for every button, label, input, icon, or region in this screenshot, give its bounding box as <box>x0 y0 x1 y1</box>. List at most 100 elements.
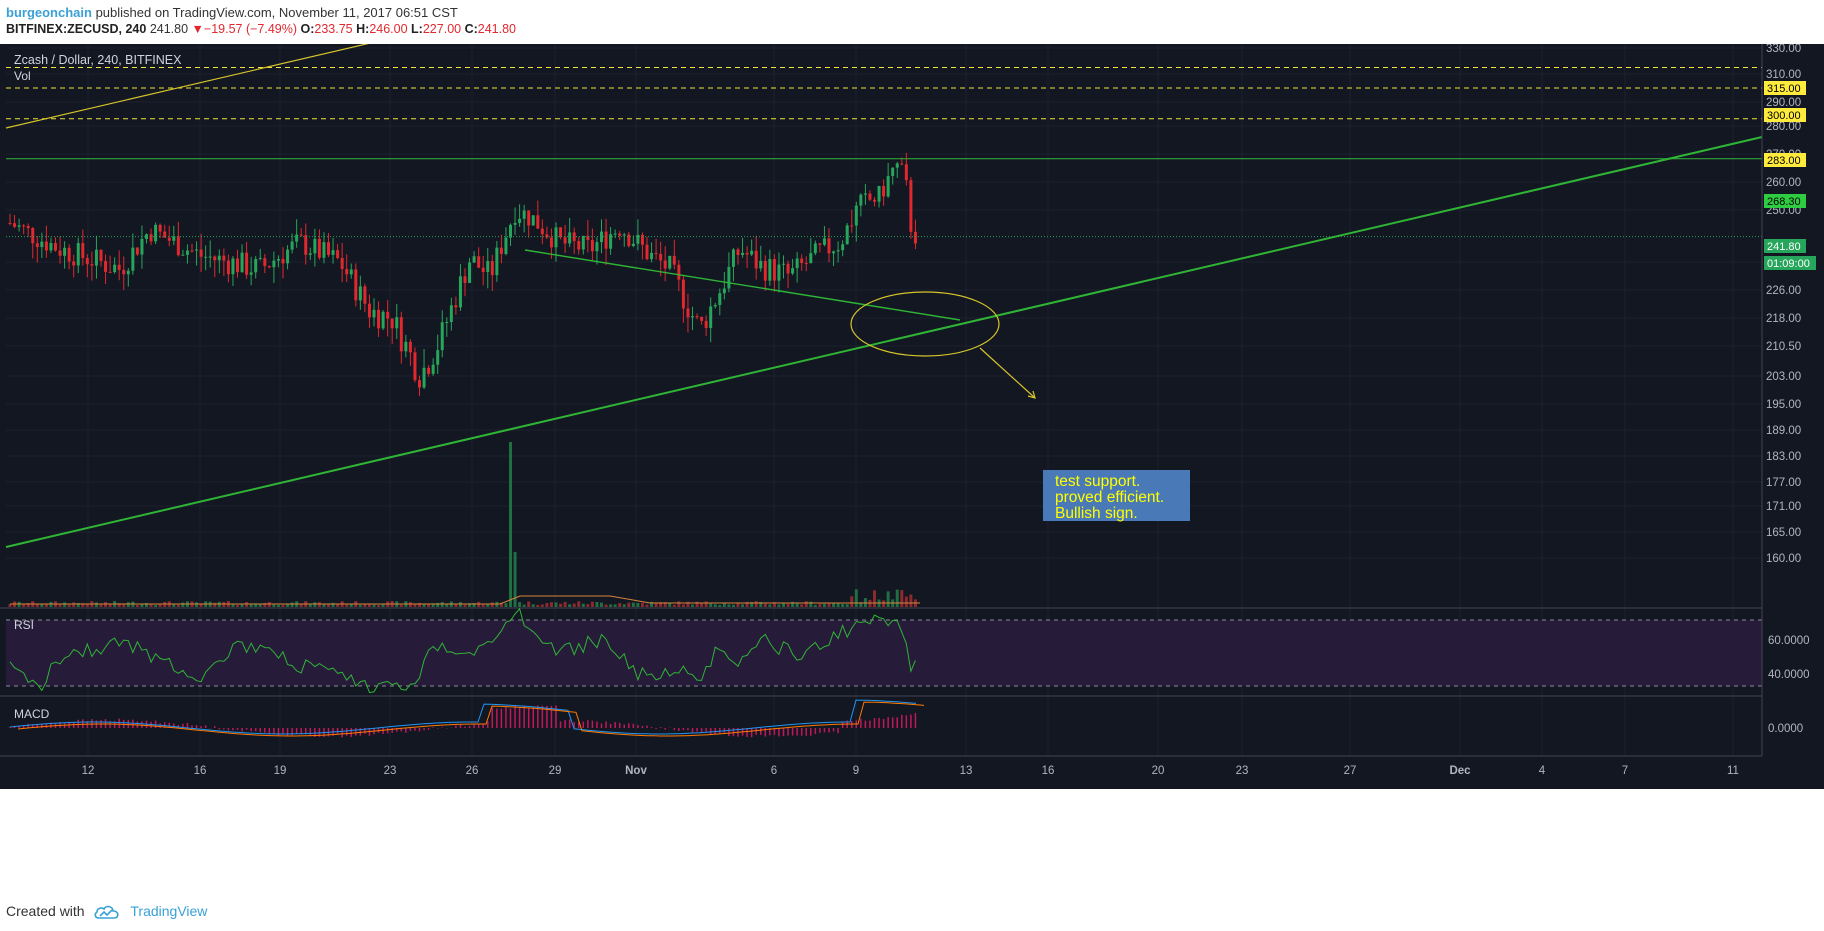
candle-body <box>891 167 895 177</box>
volume-bar <box>750 602 754 607</box>
candle-body <box>172 236 176 241</box>
volume-bar <box>554 602 558 607</box>
candle-body <box>358 286 362 301</box>
candle-body <box>504 237 508 254</box>
volume-bar <box>618 603 622 607</box>
candle-body <box>882 185 886 197</box>
date-tick-label: 6 <box>771 765 777 777</box>
candle-body <box>245 252 249 275</box>
candle-body <box>149 234 153 242</box>
candle-body <box>691 316 694 318</box>
candle-body <box>340 257 344 269</box>
date-tick-label: 16 <box>194 765 207 777</box>
annotation-box[interactable]: test support. proved efficient. Bullish … <box>1043 470 1190 522</box>
volume-bar <box>572 603 576 607</box>
volume-bar <box>886 591 890 607</box>
candle-body <box>458 276 462 308</box>
price-tick-label: 280.00 <box>1766 121 1801 133</box>
tradingview-brand-link[interactable]: TradingView <box>130 903 208 919</box>
candle-body <box>904 164 908 181</box>
candle-body <box>90 264 94 266</box>
candle-body <box>518 218 522 223</box>
volume-bar <box>372 604 376 607</box>
volume-bar <box>263 602 267 607</box>
price-tick-label: 195.00 <box>1766 399 1801 411</box>
low-label: L: <box>411 22 423 36</box>
volume-bar <box>281 604 285 607</box>
date-tick-label: Nov <box>625 765 647 777</box>
volume-bar <box>882 600 886 607</box>
date-tick-label: 29 <box>549 765 562 777</box>
price-tag <box>1764 153 1806 167</box>
volume-bar <box>181 602 185 607</box>
candle-body <box>204 256 208 258</box>
candle-body <box>481 267 485 273</box>
candle-body <box>659 253 663 261</box>
candle-body <box>845 225 849 245</box>
candle-body <box>35 243 39 248</box>
candle-body <box>167 237 171 241</box>
candle-body <box>117 264 121 270</box>
candle-body <box>527 210 531 226</box>
candle-body <box>181 254 185 256</box>
volume-bar <box>859 602 863 607</box>
candle-body <box>736 249 740 256</box>
open-value: 233.75 <box>314 22 353 36</box>
price-chart[interactable]: 330.00310.00290.00280.00270.00260.00250.… <box>0 44 1824 889</box>
price-tick-label: 260.00 <box>1766 177 1801 189</box>
candle-body <box>549 237 553 248</box>
volume-bar <box>67 604 71 607</box>
volume-bar <box>308 604 312 607</box>
volume-bar <box>832 603 836 607</box>
candle-body <box>399 317 403 352</box>
candle-body <box>427 367 431 374</box>
candle-body <box>622 234 626 236</box>
candle-body <box>49 243 53 251</box>
price-tick-label: 310.00 <box>1766 69 1801 81</box>
candle-body <box>8 223 12 224</box>
descending-trend-line <box>524 249 961 321</box>
candle-body <box>440 322 444 351</box>
volume-bar <box>276 604 280 607</box>
volume-bar <box>709 603 713 607</box>
candle-body <box>709 306 713 328</box>
price-tag-label: 300.00 <box>1767 110 1801 122</box>
volume-bar <box>290 602 294 607</box>
volume-bar <box>668 602 672 607</box>
volume-bar <box>381 603 385 607</box>
candle-body <box>72 261 76 266</box>
author-link[interactable]: burgeonchain <box>6 5 92 20</box>
price-tick-label: 226.00 <box>1766 285 1801 297</box>
volume-bar <box>327 603 330 607</box>
trend-line-yellow <box>5 44 369 129</box>
rsi-pane <box>6 607 1762 694</box>
annotation-line-3: Bullish sign. <box>1055 505 1138 522</box>
chart-header: burgeonchain published on TradingView.co… <box>0 0 1824 44</box>
volume-bar <box>800 604 804 607</box>
volume-bar <box>145 603 148 607</box>
volume-bar <box>108 603 112 607</box>
candle-body <box>272 260 276 268</box>
date-tick-label: 23 <box>1236 765 1249 777</box>
candle-body <box>85 258 89 265</box>
date-tick-label: 4 <box>1539 765 1546 777</box>
volume-bar <box>44 604 48 607</box>
candle-body <box>540 228 544 235</box>
date-tick-label: 11 <box>1727 765 1739 777</box>
volume-bar <box>40 603 44 607</box>
macd-tick-label: 0.0000 <box>1768 723 1803 735</box>
price-change: −19.57 (−7.49%) <box>203 22 298 36</box>
volume-bar <box>418 602 421 607</box>
volume-ma-line <box>10 595 920 605</box>
candle-body <box>513 222 517 225</box>
candle-body <box>886 176 890 197</box>
candle-body <box>859 194 863 206</box>
volume-bar <box>768 604 772 607</box>
price-tag <box>1764 194 1806 208</box>
candle-body <box>76 243 80 266</box>
volume-bar <box>722 603 726 607</box>
volume-bar <box>590 601 594 607</box>
published-text: published on TradingView.com, November 1… <box>95 5 458 20</box>
date-tick-label: 7 <box>1622 765 1628 777</box>
volume-bar <box>559 603 563 607</box>
